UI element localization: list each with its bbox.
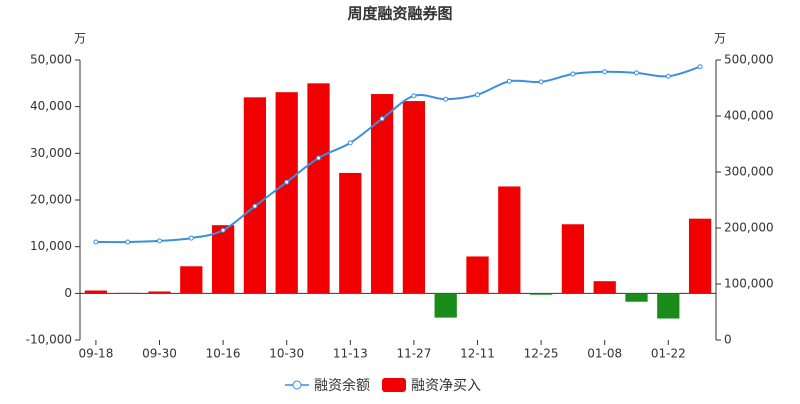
x-tick-label: 01-22 <box>651 347 686 361</box>
y-tick-label: -10,000 <box>26 333 72 347</box>
line-point <box>348 141 352 145</box>
x-tick-label: 12-11 <box>460 347 495 361</box>
line <box>96 67 700 242</box>
y-tick-label: 0 <box>64 286 72 300</box>
line-point <box>539 80 543 84</box>
x-tick-label: 01-08 <box>587 347 622 361</box>
bar <box>85 291 107 294</box>
legend-label: 融资净买入 <box>411 378 481 394</box>
bar <box>148 291 170 293</box>
bar <box>689 219 711 294</box>
line-point <box>94 240 98 244</box>
bar <box>657 293 679 318</box>
bar <box>625 293 647 301</box>
x-tick-label: 09-18 <box>78 347 113 361</box>
y2-unit: 万 <box>714 32 726 46</box>
bar <box>307 83 329 293</box>
line-point <box>507 79 511 83</box>
line-point <box>158 239 162 243</box>
x-tick-label: 11-27 <box>396 347 431 361</box>
bar <box>212 225 234 293</box>
y2-tick-label: 500,000 <box>724 53 774 67</box>
line-point <box>189 236 193 240</box>
x-tick-label: 11-13 <box>333 347 368 361</box>
y-tick-label: 10,000 <box>30 239 72 253</box>
y2-tick-label: 400,000 <box>724 109 774 123</box>
line-point <box>380 117 384 121</box>
x-tick-label: 10-30 <box>269 347 304 361</box>
bar <box>244 97 266 293</box>
bar <box>403 101 425 293</box>
legend-swatch <box>382 378 406 392</box>
line-point <box>603 70 607 74</box>
line-point <box>698 65 702 69</box>
y2-tick-label: 300,000 <box>724 165 774 179</box>
x-tick-label: 09-30 <box>142 347 177 361</box>
bar <box>180 266 202 293</box>
line-point <box>666 74 670 78</box>
line-point <box>317 156 321 160</box>
legend-item: 融资净买入 <box>382 378 481 394</box>
line-point <box>571 72 575 76</box>
y-tick-label: 30,000 <box>30 146 72 160</box>
y-tick-label: 20,000 <box>30 193 72 207</box>
legend-label: 融资余额 <box>314 377 370 394</box>
line-point <box>635 71 639 75</box>
y-tick-label: 40,000 <box>30 99 72 113</box>
line-point <box>253 204 257 208</box>
chart-title: 周度融资融券图 <box>347 5 452 23</box>
line-point <box>126 240 130 244</box>
y2-tick-label: 0 <box>724 333 732 347</box>
bar <box>498 186 520 293</box>
line-point <box>476 93 480 97</box>
bar <box>466 256 488 293</box>
line-point <box>444 97 448 101</box>
y2-tick-label: 100,000 <box>724 277 774 291</box>
bar <box>594 281 616 293</box>
line-point <box>285 180 289 184</box>
legend-swatch <box>293 381 301 389</box>
bar <box>339 173 361 293</box>
line-point <box>221 228 225 232</box>
line-point <box>412 94 416 98</box>
bar <box>530 293 552 294</box>
y2-tick-label: 200,000 <box>724 221 774 235</box>
x-tick-label: 10-16 <box>206 347 241 361</box>
bar <box>276 92 298 293</box>
legend-item: 融资余额 <box>285 377 370 394</box>
legend: 融资余额 融资净买入 <box>285 377 481 394</box>
y-unit: 万 <box>74 32 86 46</box>
bar <box>562 224 584 293</box>
y-tick-label: 50,000 <box>30 53 72 67</box>
x-tick-label: 12-25 <box>524 347 559 361</box>
bar <box>435 293 457 317</box>
